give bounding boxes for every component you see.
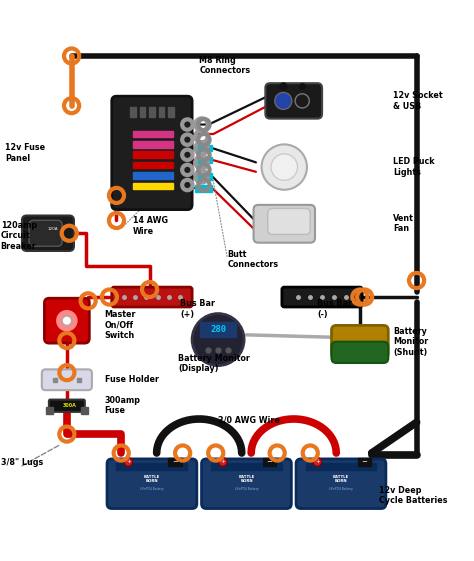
Text: BATTLE
BORN: BATTLE BORN — [144, 475, 160, 483]
FancyBboxPatch shape — [42, 369, 92, 390]
Bar — [211, 463, 282, 471]
Bar — [117, 463, 187, 471]
Text: −: − — [361, 459, 367, 465]
Circle shape — [192, 314, 244, 366]
Bar — [195, 157, 212, 163]
Text: 14 AWG
Wire: 14 AWG Wire — [133, 217, 168, 236]
Bar — [195, 145, 212, 151]
Bar — [263, 458, 276, 466]
FancyBboxPatch shape — [331, 342, 388, 363]
Text: M8 Ring
Connectors: M8 Ring Connectors — [199, 56, 250, 75]
FancyBboxPatch shape — [265, 83, 322, 118]
Bar — [195, 173, 212, 180]
FancyBboxPatch shape — [282, 287, 362, 307]
Circle shape — [275, 93, 292, 109]
FancyBboxPatch shape — [254, 205, 315, 243]
Bar — [195, 185, 212, 192]
FancyBboxPatch shape — [268, 209, 310, 234]
Circle shape — [262, 144, 307, 190]
Bar — [133, 151, 173, 158]
Circle shape — [271, 154, 298, 180]
Text: Butt
Connectors: Butt Connectors — [228, 250, 279, 269]
Circle shape — [55, 309, 79, 333]
Bar — [200, 322, 236, 337]
Bar — [168, 458, 182, 466]
Bar — [133, 183, 173, 189]
Text: Battery Monitor
(Display): Battery Monitor (Display) — [178, 353, 250, 373]
Text: +: + — [220, 459, 225, 465]
Text: Bus Bar
(+): Bus Bar (+) — [180, 299, 215, 319]
Text: Fuse Holder: Fuse Holder — [105, 375, 159, 384]
Circle shape — [124, 458, 133, 466]
FancyBboxPatch shape — [107, 459, 197, 508]
Text: −: − — [267, 459, 273, 465]
FancyBboxPatch shape — [112, 287, 192, 307]
Text: Battery
Monitor
(Shunt): Battery Monitor (Shunt) — [393, 327, 428, 357]
Text: 2/0 AWG Wire: 2/0 AWG Wire — [218, 415, 280, 425]
Text: 300A: 300A — [62, 403, 76, 408]
Circle shape — [219, 458, 227, 466]
Text: +: + — [126, 459, 131, 465]
Text: LiFePO4 Battery: LiFePO4 Battery — [329, 488, 353, 491]
Text: +: + — [315, 459, 320, 465]
Bar — [140, 107, 146, 117]
Text: 12v Socket
& USB: 12v Socket & USB — [393, 91, 443, 111]
Text: −: − — [172, 459, 178, 465]
Text: LiFePO4 Battery: LiFePO4 Battery — [235, 488, 258, 491]
Bar — [81, 407, 88, 414]
Bar — [46, 407, 53, 414]
FancyBboxPatch shape — [112, 96, 192, 210]
Text: 120A: 120A — [47, 227, 58, 232]
Bar — [357, 458, 371, 466]
FancyBboxPatch shape — [45, 298, 89, 343]
Bar — [133, 162, 173, 168]
Bar — [158, 107, 164, 117]
FancyBboxPatch shape — [29, 220, 62, 246]
Bar — [130, 107, 136, 117]
Bar — [168, 107, 173, 117]
Circle shape — [313, 458, 321, 466]
Text: 12v Fuse
Panel: 12v Fuse Panel — [5, 143, 46, 163]
FancyBboxPatch shape — [201, 459, 292, 508]
Circle shape — [295, 94, 310, 108]
Circle shape — [62, 316, 72, 325]
Text: 300amp
Fuse: 300amp Fuse — [105, 396, 141, 416]
Text: Master
On/Off
Switch: Master On/Off Switch — [105, 310, 136, 341]
Text: 120amp
Circuit
Breaker: 120amp Circuit Breaker — [0, 220, 37, 251]
Bar — [149, 107, 155, 117]
FancyBboxPatch shape — [331, 325, 388, 358]
Bar — [133, 131, 173, 137]
Text: BATTLE
BORN: BATTLE BORN — [238, 475, 255, 483]
FancyBboxPatch shape — [296, 459, 386, 508]
Text: 280: 280 — [210, 325, 226, 334]
Text: 3/8" Lugs: 3/8" Lugs — [0, 458, 43, 467]
Text: LiFePO4 Battery: LiFePO4 Battery — [140, 488, 164, 491]
Bar — [133, 172, 173, 179]
Bar — [133, 141, 173, 148]
FancyBboxPatch shape — [22, 215, 74, 251]
Text: LED Puck
Lights: LED Puck Lights — [393, 158, 435, 177]
Text: Bus Bar
(-): Bus Bar (-) — [318, 299, 352, 319]
Text: 12v Deep
Cycle Batteries: 12v Deep Cycle Batteries — [379, 486, 447, 505]
Bar — [306, 463, 376, 471]
Text: BATTLE
BORN: BATTLE BORN — [333, 475, 349, 483]
Text: Vent
Fan: Vent Fan — [393, 214, 414, 233]
FancyBboxPatch shape — [49, 399, 85, 412]
